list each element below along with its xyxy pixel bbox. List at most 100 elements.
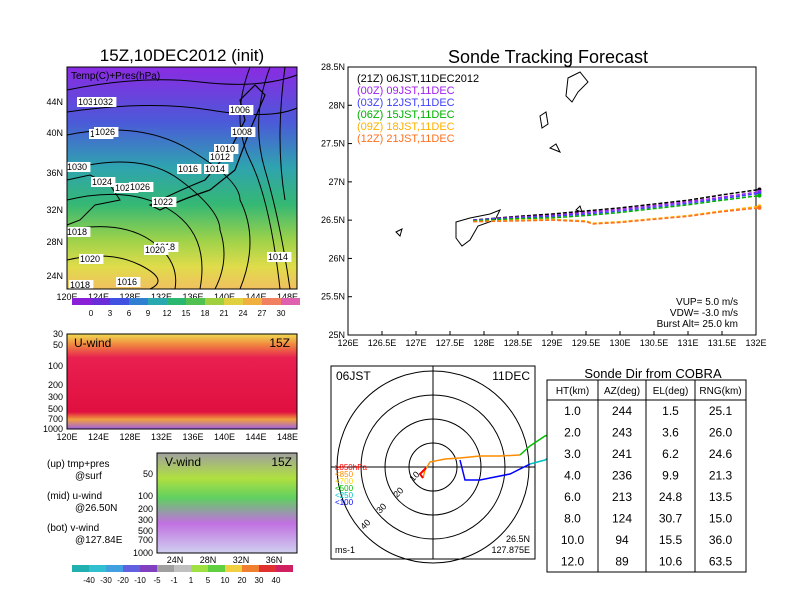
annotation: VDW= -3.0 m/s	[670, 308, 738, 319]
table-cell: 24.6	[709, 447, 733, 461]
table-header: RNG(km)	[699, 386, 741, 397]
colorbar-swatch	[259, 565, 276, 572]
table-cell: 243	[612, 426, 632, 440]
x-tick-label: 128.5E	[504, 338, 533, 348]
note-up: (up) tmp+pres	[47, 459, 110, 470]
colorbar-label: 15	[182, 309, 191, 318]
lon-label: 128E	[119, 292, 140, 302]
table-cell: 8.0	[564, 512, 581, 526]
lon-label: 136E	[183, 292, 204, 302]
note-up-2: @surf	[75, 471, 102, 482]
colorbar-label: 10	[221, 576, 230, 585]
colorbar-label: 30	[277, 309, 286, 318]
lat-label: 24N	[46, 271, 63, 281]
colorbar-swatch	[91, 298, 110, 305]
track-line	[473, 188, 760, 221]
x-tick-label: 131.5E	[708, 338, 737, 348]
colorbar-label: 40	[272, 576, 281, 585]
note-bot-2: @127.84E	[75, 535, 123, 546]
lat-label: 44N	[46, 97, 63, 107]
colorbar-swatch	[72, 565, 89, 572]
isobar-label: 1018	[70, 280, 90, 290]
lat-label: 28N	[46, 237, 63, 247]
table-cell: 6.2	[662, 447, 679, 461]
tracking-x-ticks: 126E 126.5E 127E 127.5E 128E 128.5E 129E 129.5E…	[337, 331, 767, 348]
polar-level-legend: ≥850hPa<850<700<500<250<100	[335, 463, 368, 507]
x-tick-label: 132E	[745, 338, 766, 348]
isobar-label: 1006	[230, 105, 250, 115]
lat-label: 24N	[167, 555, 184, 565]
x-tick-label: 128E	[473, 338, 494, 348]
x-tick-label: 131E	[677, 338, 698, 348]
polar-lat: 26.5N	[506, 534, 530, 544]
table-cell: 15.0	[709, 512, 733, 526]
legend-entry: (21Z) 06JST,11DEC2012	[357, 73, 479, 85]
level-legend-entry: <500	[335, 484, 354, 493]
colorbar-label: -20	[117, 576, 129, 585]
left-map-lon-labels: 120E 124E 128E 132E 136E 140E 144E 148E	[56, 292, 298, 302]
colorbar-label: -40	[83, 576, 95, 585]
isobar-label: 1012	[210, 152, 230, 162]
level-legend-entry: ≥850hPa	[335, 463, 368, 472]
table-cell: 124	[612, 512, 632, 526]
level-label: 50	[143, 469, 153, 479]
table-cell: 30.7	[659, 512, 683, 526]
lon-label: 144E	[246, 292, 267, 302]
lon-label: 136E	[183, 432, 204, 442]
colorbar-swatch	[262, 298, 281, 305]
level-label: 100	[48, 361, 63, 371]
lon-label: 132E	[151, 292, 172, 302]
tracking-y-ticks: 25N 25.5N 26N 26.5N 27N 27.5N 28N 28.5N	[321, 62, 352, 340]
level-label: 300	[138, 515, 153, 525]
uwind-panel	[66, 333, 298, 430]
table-cell: 21.3	[709, 469, 733, 483]
table-cell: 236	[612, 469, 632, 483]
lat-label: 40N	[46, 128, 63, 138]
table-cell: 13.5	[709, 490, 733, 504]
colorbar-label: 18	[201, 309, 210, 318]
level-legend-entry: <250	[335, 491, 354, 500]
table-cell: 94	[615, 533, 629, 547]
isobar-label: 1030	[67, 162, 87, 172]
y-tick-label: 28.5N	[321, 62, 345, 72]
colorbar-swatch	[89, 565, 106, 572]
lat-label: 36N	[46, 168, 63, 178]
legend-entry: (03Z) 12JST,11DEC	[357, 97, 455, 109]
level-label: 700	[138, 535, 153, 545]
isobar-label: 1008	[232, 127, 252, 137]
tracking-plot	[347, 66, 757, 336]
level-legend-entry: <850	[335, 470, 354, 479]
uwind-time: 15Z	[269, 336, 290, 350]
colorbar-swatch	[225, 565, 242, 572]
table-cell: 3.6	[662, 426, 679, 440]
lat-label: 32N	[233, 555, 250, 565]
left-map-lat-labels: 44N 40N 36N 32N 28N 24N	[46, 97, 63, 281]
colorbar-swatch	[157, 565, 174, 572]
colorbar-label: 12	[163, 309, 172, 318]
colorbar-label: 30	[255, 576, 264, 585]
isobar-label: 1026	[130, 182, 150, 192]
lat-label: 28N	[200, 555, 217, 565]
colorbar-label: 27	[258, 309, 267, 318]
x-tick-label: 126.5E	[368, 338, 397, 348]
level-label: 30	[53, 329, 63, 339]
table-cell: 89	[615, 555, 629, 569]
lat-label: 32N	[46, 205, 63, 215]
track-point	[757, 193, 762, 198]
y-tick-label: 27N	[328, 177, 345, 187]
level-label: 100	[138, 491, 153, 501]
annotation: VUP= 5.0 m/s	[676, 297, 738, 308]
level-label: 200	[138, 504, 153, 514]
colorbar-swatch	[276, 565, 293, 572]
colorbar-label: 3	[108, 309, 113, 318]
level-label: 1000	[133, 548, 153, 558]
isobar-label: 1024	[115, 183, 135, 193]
isobar-label: 1026	[95, 127, 115, 137]
left-map-title: 15Z,10DEC2012 (init)	[100, 46, 264, 65]
note-bot: (bot) v-wind	[47, 523, 99, 534]
table-title: Sonde Dir from COBRA	[584, 366, 722, 381]
track-line	[473, 207, 760, 225]
level-label: 1000	[43, 424, 63, 434]
table-cell: 1.0	[564, 404, 581, 418]
